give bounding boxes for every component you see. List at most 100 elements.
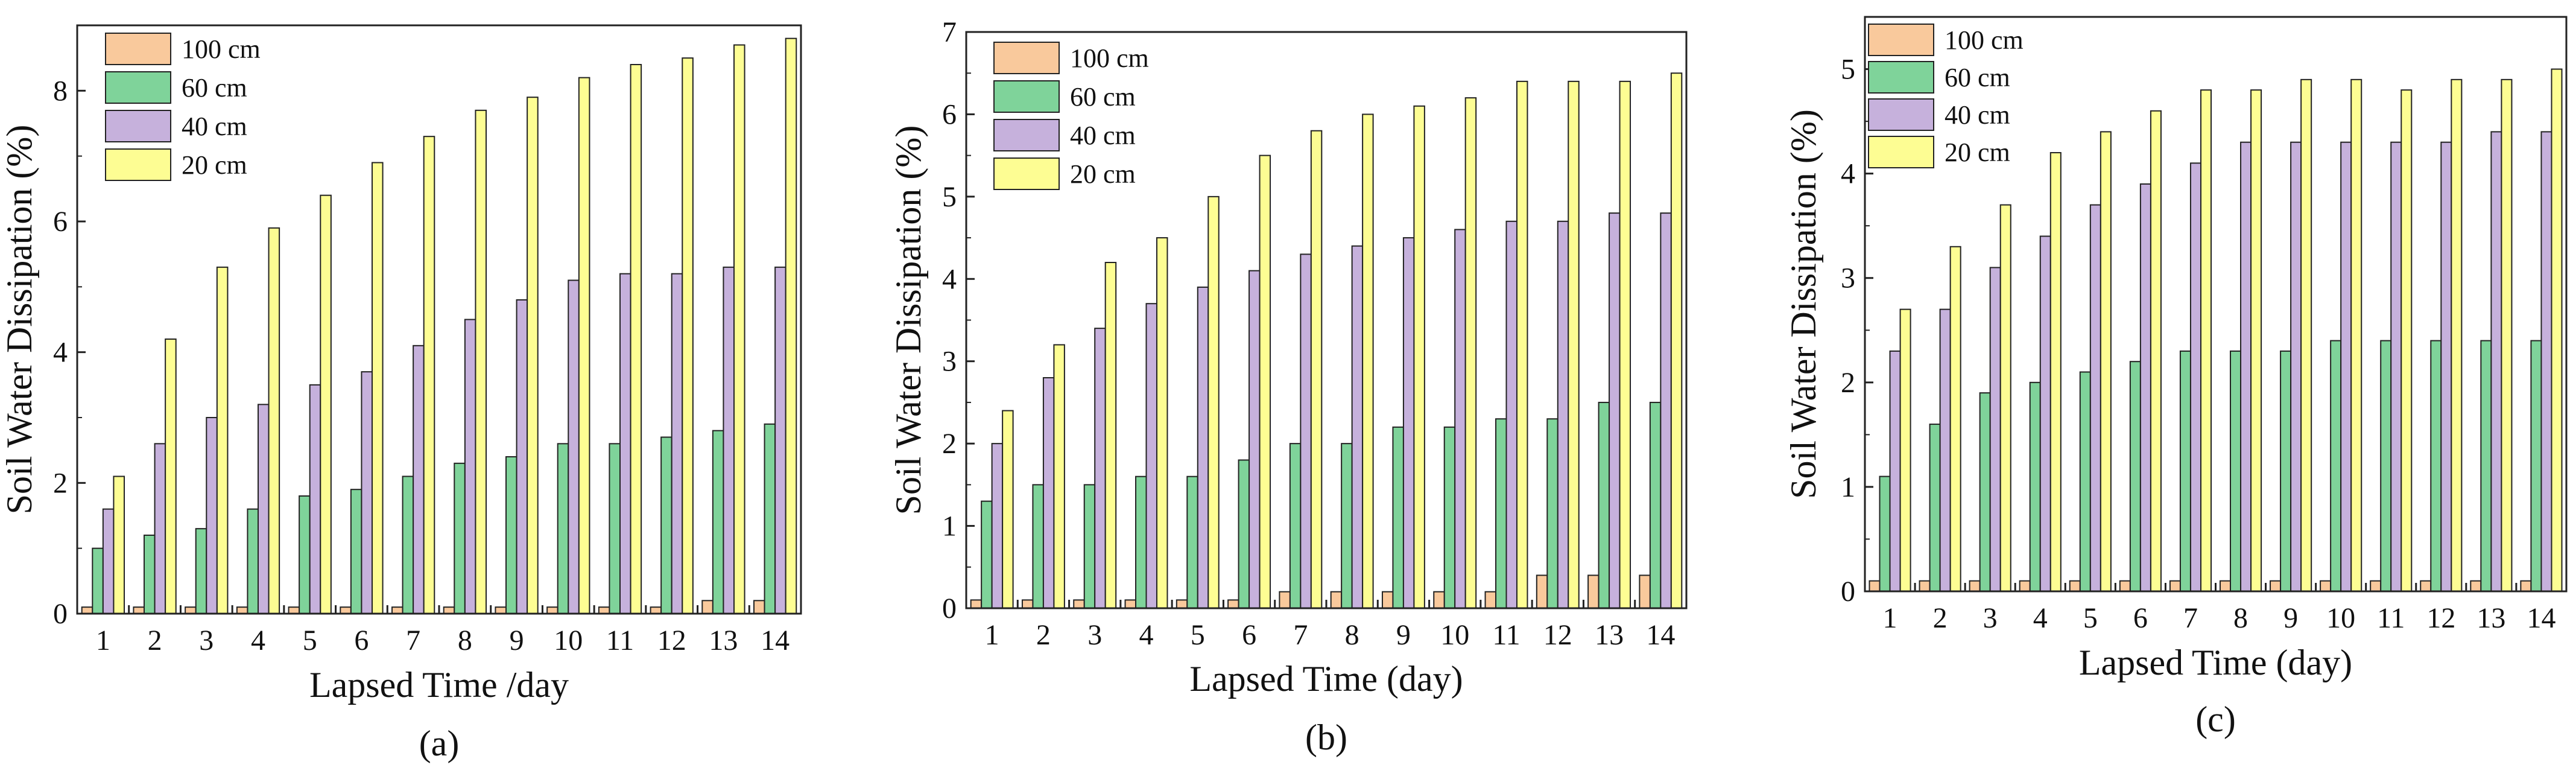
bar-40cm-day-1 — [1889, 350, 1901, 592]
bar-40cm-day-4 — [1145, 303, 1157, 609]
y-tick-label: 3 — [1841, 262, 1855, 294]
bar-60cm-day-10 — [557, 443, 569, 615]
bar-60cm-day-5 — [299, 495, 311, 614]
y-axis-label: Soil Water Dissipation (%) — [1783, 109, 1823, 499]
x-tick-label: 7 — [1293, 619, 1308, 651]
bar-20cm-day-3 — [1999, 204, 2011, 592]
bar-60cm-day-12 — [660, 436, 672, 614]
x-tick-label: 2 — [1933, 602, 1948, 634]
bar-60cm-day-11 — [1495, 418, 1507, 609]
bar-100cm-day-10 — [1433, 591, 1445, 609]
legend-label: 20 cm — [1945, 138, 2010, 167]
x-tick-label: 11 — [1492, 619, 1520, 651]
bar-60cm-day-13 — [712, 430, 724, 614]
legend-swatch-60cm — [105, 71, 171, 104]
legend-swatch-100cm — [993, 42, 1060, 74]
bar-20cm-day-8 — [475, 109, 487, 614]
bar-100cm-day-9 — [2270, 580, 2282, 593]
bar-100cm-day-8 — [443, 606, 455, 614]
bar-60cm-day-1 — [1879, 475, 1891, 592]
bar-20cm-day-11 — [2400, 89, 2413, 593]
bar-20cm-day-10 — [578, 77, 590, 615]
bar-60cm-day-13 — [1598, 401, 1610, 609]
bar-100cm-day-6 — [1227, 599, 1239, 609]
y-tick-label: 2 — [53, 467, 68, 499]
x-tick-label: 3 — [1983, 602, 1998, 634]
bar-20cm-day-14 — [2551, 68, 2563, 593]
x-tick-label: 7 — [2183, 602, 2198, 634]
bar-20cm-day-3 — [1104, 262, 1117, 609]
x-tick-label: 6 — [1242, 619, 1256, 651]
bar-20cm-day-8 — [1362, 113, 1374, 609]
bar-100cm-day-6 — [340, 606, 352, 614]
bar-100cm-day-9 — [495, 606, 507, 614]
bar-20cm-day-1 — [113, 475, 125, 614]
y-tick-label: 6 — [942, 98, 957, 130]
bar-40cm-day-12 — [671, 273, 683, 615]
legend-label: 60 cm — [1945, 63, 2010, 92]
legend-swatch-20cm — [105, 148, 171, 181]
x-tick-label: 12 — [657, 625, 686, 656]
bar-40cm-day-8 — [2240, 141, 2252, 592]
bar-40cm-day-14 — [774, 266, 786, 614]
bar-60cm-day-9 — [505, 456, 517, 614]
bar-40cm-day-7 — [413, 345, 425, 615]
bar-40cm-day-10 — [568, 279, 580, 614]
bar-60cm-day-12 — [2430, 340, 2442, 593]
bar-60cm-day-1 — [981, 500, 993, 609]
x-axis-label: Lapsed Time /day — [309, 665, 569, 705]
bar-100cm-day-5 — [2069, 580, 2081, 593]
bar-40cm-day-5 — [1197, 286, 1209, 609]
bar-40cm-day-6 — [361, 371, 373, 614]
x-tick-label: 11 — [2377, 602, 2405, 634]
legend-swatch-100cm — [105, 33, 171, 65]
x-tick-label: 9 — [1396, 619, 1411, 651]
y-axis-label: Soil Water Dissipation (%) — [0, 125, 39, 515]
x-tick-label: 14 — [761, 625, 790, 656]
bar-100cm-day-14 — [2520, 580, 2532, 593]
bar-20cm-day-3 — [216, 266, 229, 614]
bar-20cm-day-6 — [372, 162, 384, 614]
bar-20cm-day-13 — [2501, 78, 2513, 593]
y-tick-label: 2 — [942, 428, 957, 460]
bar-60cm-day-14 — [764, 423, 776, 615]
bar-100cm-day-7 — [391, 606, 403, 614]
bar-20cm-day-5 — [2100, 131, 2112, 592]
legend: 100 cm 60 cm 40 cm 20 cm — [993, 42, 1149, 190]
x-tick-label: 1 — [96, 625, 110, 656]
legend-swatch-40cm — [993, 119, 1060, 151]
bar-60cm-day-7 — [1289, 443, 1302, 609]
x-tick-label: 6 — [2133, 602, 2148, 634]
bar-100cm-day-1 — [1869, 580, 1881, 593]
bar-100cm-day-6 — [2119, 580, 2131, 593]
bar-20cm-day-14 — [1670, 72, 1683, 609]
bar-60cm-day-3 — [1979, 392, 1991, 592]
bar-100cm-day-5 — [288, 606, 300, 614]
bar-40cm-day-9 — [516, 299, 528, 614]
legend-label: 40 cm — [1945, 100, 2010, 130]
bar-60cm-day-7 — [402, 475, 414, 614]
x-tick-label: 1 — [985, 619, 999, 651]
bar-60cm-day-3 — [1083, 484, 1096, 609]
bar-40cm-day-9 — [2290, 141, 2302, 592]
bar-40cm-day-4 — [2039, 235, 2051, 592]
bar-100cm-day-2 — [133, 606, 145, 614]
bar-60cm-day-1 — [92, 547, 104, 614]
bar-20cm-day-10 — [1464, 97, 1477, 609]
bar-60cm-day-4 — [1135, 475, 1147, 609]
bar-20cm-day-11 — [1516, 80, 1528, 609]
bar-100cm-day-9 — [1381, 591, 1394, 609]
legend-label: 100 cm — [1945, 25, 2024, 55]
bar-100cm-day-13 — [701, 600, 714, 615]
x-tick-label: 10 — [2326, 602, 2355, 634]
legend-swatch-20cm — [1868, 136, 1934, 168]
bar-20cm-day-8 — [2250, 89, 2262, 593]
legend-swatch-60cm — [993, 80, 1060, 113]
bar-40cm-day-4 — [258, 404, 270, 615]
bar-20cm-day-6 — [2150, 110, 2162, 592]
bar-20cm-day-12 — [1568, 80, 1580, 609]
bar-60cm-day-6 — [350, 489, 362, 614]
bar-100cm-day-7 — [1279, 591, 1291, 609]
bar-60cm-day-11 — [2380, 340, 2392, 593]
